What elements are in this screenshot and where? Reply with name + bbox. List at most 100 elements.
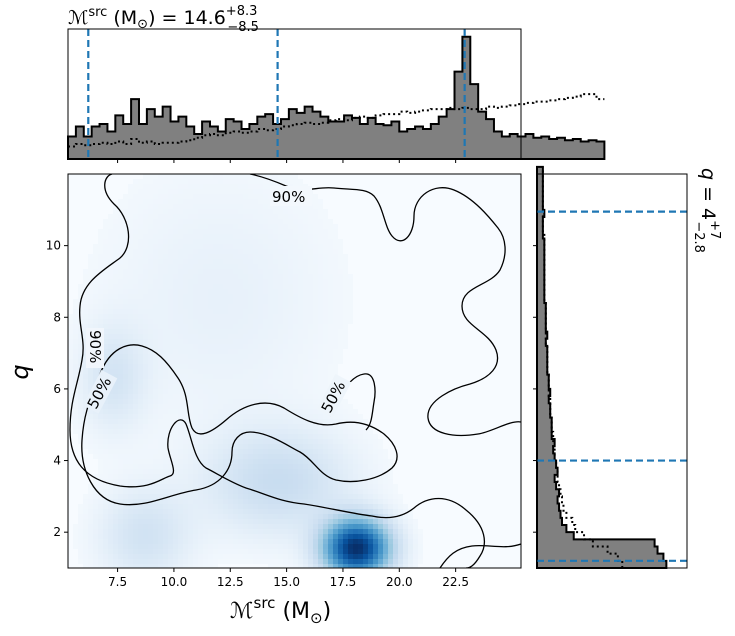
heatmap-cell — [283, 554, 288, 559]
heatmap-cell — [103, 509, 108, 514]
heatmap-cell — [238, 399, 243, 404]
heatmap-cell — [348, 304, 353, 309]
heatmap-cell — [208, 474, 213, 479]
heatmap-cell — [373, 499, 378, 504]
heatmap-cell — [273, 254, 278, 259]
heatmap-cell — [103, 279, 108, 284]
heatmap-cell — [223, 274, 228, 279]
heatmap-cell — [243, 279, 248, 284]
heatmap-cell — [193, 474, 198, 479]
heatmap-cell — [88, 384, 93, 389]
heatmap-cell — [373, 464, 378, 469]
heatmap-cell — [313, 239, 318, 244]
heatmap-cell — [88, 509, 93, 514]
heatmap-cell — [298, 364, 303, 369]
heatmap-cell — [208, 484, 213, 489]
heatmap-cell — [163, 184, 168, 189]
heatmap-cell — [103, 369, 108, 374]
heatmap-cell — [128, 294, 133, 299]
heatmap-cell — [153, 364, 158, 369]
heatmap-cell — [223, 349, 228, 354]
heatmap-cell — [148, 199, 153, 204]
heatmap-cell — [358, 554, 363, 559]
heatmap-cell — [248, 279, 253, 284]
heatmap-cell — [203, 239, 208, 244]
heatmap-cell — [263, 189, 268, 194]
heatmap-cell — [173, 214, 178, 219]
heatmap-cell — [313, 524, 318, 529]
heatmap-cell — [233, 544, 238, 549]
heatmap-cell — [233, 549, 238, 554]
heatmap-cell — [283, 539, 288, 544]
heatmap-cell — [158, 394, 163, 399]
heatmap-cell — [173, 269, 178, 274]
heatmap-cell — [273, 394, 278, 399]
heatmap-cell — [163, 314, 168, 319]
heatmap-cell — [148, 409, 153, 414]
heatmap-cell — [148, 514, 153, 519]
heatmap-cell — [148, 184, 153, 189]
heatmap-cell — [233, 309, 238, 314]
heatmap-cell — [238, 314, 243, 319]
heatmap-cell — [323, 339, 328, 344]
heatmap-cell — [243, 419, 248, 424]
heatmap-cell — [313, 279, 318, 284]
heatmap-cell — [258, 289, 263, 294]
heatmap-cell — [273, 544, 278, 549]
heatmap-cell — [288, 294, 293, 299]
heatmap-cell — [163, 564, 168, 568]
heatmap-cell — [283, 224, 288, 229]
heatmap-cell — [283, 329, 288, 334]
heatmap-cell — [193, 359, 198, 364]
heatmap-cell — [218, 464, 223, 469]
heatmap-cell — [253, 494, 258, 499]
heatmap-cell — [313, 274, 318, 279]
heatmap-cell — [303, 544, 308, 549]
heatmap-cell — [173, 529, 178, 534]
heatmap-cell — [98, 424, 103, 429]
heatmap-cell — [238, 499, 243, 504]
heatmap-cell — [88, 519, 93, 524]
heatmap-cell — [98, 474, 103, 479]
heatmap-cell — [138, 199, 143, 204]
heatmap-cell — [183, 239, 188, 244]
heatmap-cell — [318, 224, 323, 229]
heatmap-cell — [293, 389, 298, 394]
heatmap-cell — [123, 434, 128, 439]
heatmap-cell — [233, 199, 238, 204]
heatmap-cell — [93, 449, 98, 454]
heatmap-cell — [388, 519, 393, 524]
heatmap-cell — [178, 359, 183, 364]
heatmap-cell — [223, 394, 228, 399]
heatmap-cell — [343, 414, 348, 419]
heatmap-cell — [218, 494, 223, 499]
heatmap-cell — [308, 389, 313, 394]
heatmap-cell — [113, 509, 118, 514]
heatmap-cell — [353, 434, 358, 439]
heatmap-cell — [93, 314, 98, 319]
heatmap-cell — [168, 384, 173, 389]
heatmap-cell — [168, 229, 173, 234]
heatmap-cell — [228, 364, 233, 369]
heatmap-cell — [328, 339, 333, 344]
heatmap-cell — [148, 314, 153, 319]
heatmap-cell — [263, 559, 268, 564]
heatmap-cell — [283, 404, 288, 409]
heatmap-cell — [353, 484, 358, 489]
heatmap-cell — [98, 239, 103, 244]
heatmap-cell — [253, 509, 258, 514]
heatmap-cell — [323, 484, 328, 489]
heatmap-cell — [323, 544, 328, 549]
heatmap-cell — [108, 314, 113, 319]
heatmap-cell — [328, 464, 333, 469]
heatmap-cell — [268, 554, 273, 559]
heatmap-cell — [253, 534, 258, 539]
heatmap-cell — [298, 419, 303, 424]
heatmap-cell — [218, 524, 223, 529]
heatmap-cell — [198, 214, 203, 219]
heatmap-cell — [293, 269, 298, 274]
heatmap-cell — [298, 494, 303, 499]
heatmap-cell — [218, 219, 223, 224]
heatmap-cell — [173, 564, 178, 568]
heatmap-cell — [168, 529, 173, 534]
